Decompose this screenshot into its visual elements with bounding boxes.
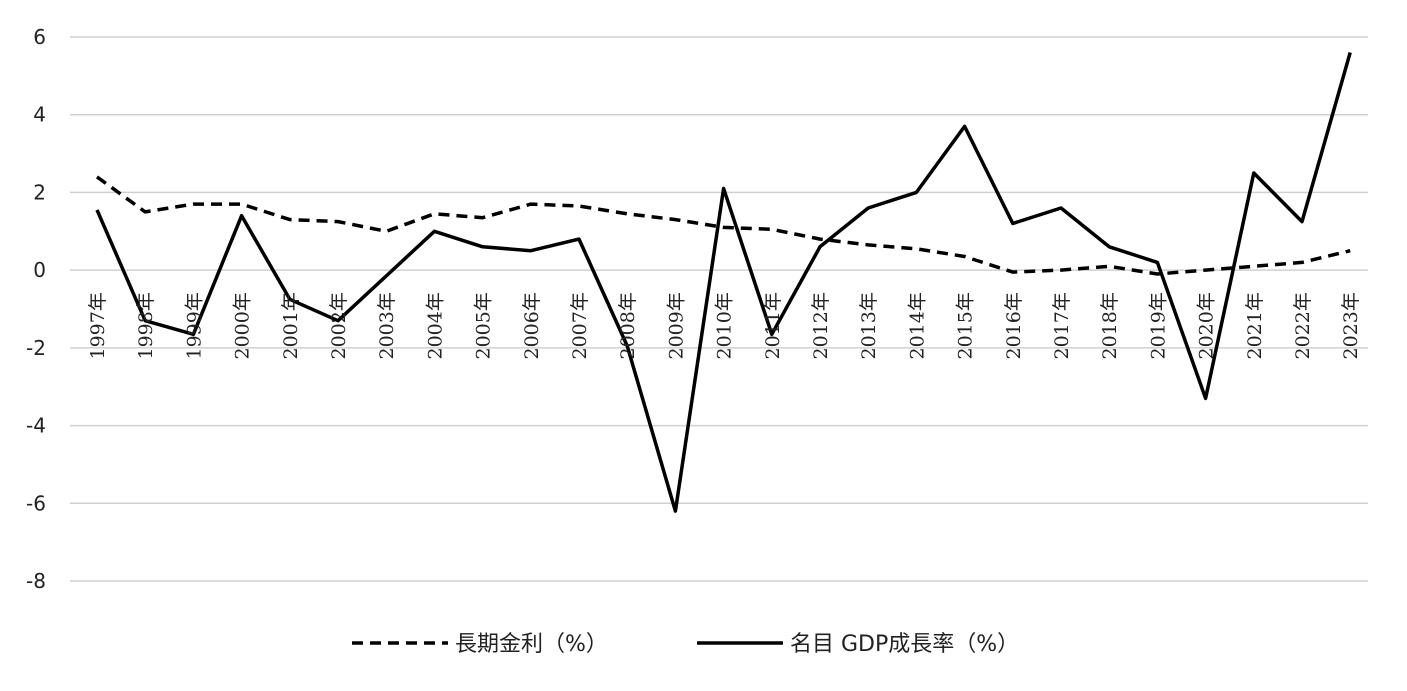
y-tick-label: 0 <box>33 258 46 282</box>
x-tick-label: 2008年 <box>617 292 639 359</box>
x-tick-label: 2019年 <box>1147 292 1169 359</box>
y-tick-label: -2 <box>26 336 46 360</box>
x-tick-label: 2013年 <box>858 292 880 359</box>
x-tick-label: 2017年 <box>1051 292 1073 359</box>
series-line-gdp <box>95 52 1352 513</box>
legend-label-interest: 長期金利（%） <box>455 632 608 657</box>
x-tick-label: 2001年 <box>280 292 302 359</box>
x-tick-label: 2005年 <box>473 292 495 359</box>
x-tick-label: 2000年 <box>232 292 254 359</box>
x-tick-label: 2012年 <box>810 292 832 359</box>
x-tick-label: 2023年 <box>1340 292 1362 359</box>
y-tick-label: -4 <box>26 414 46 438</box>
x-tick-label: 2020年 <box>1196 292 1218 359</box>
y-axis-ticks: 6 4 2 0 -2 -4 -6 -8 <box>26 25 46 593</box>
grid-lines <box>70 36 1368 582</box>
x-tick-label: 2010年 <box>714 292 736 359</box>
x-tick-label: 2004年 <box>424 292 446 359</box>
y-tick-label: -6 <box>26 491 46 515</box>
legend-label-gdp: 名目 GDP成長率（%） <box>790 632 1019 657</box>
x-tick-label: 2015年 <box>955 292 977 359</box>
x-tick-label: 2002年 <box>328 292 350 359</box>
x-tick-label: 1999年 <box>183 292 205 359</box>
series-lines <box>95 52 1352 513</box>
x-tick-label: 2006年 <box>521 292 543 359</box>
x-tick-label: 2011年 <box>762 292 784 359</box>
x-axis-ticks: 1997年 1998年 1999年 2000年 2001年 2002年 2003年 2004年… <box>87 292 1362 359</box>
x-tick-label: 2014年 <box>906 292 928 359</box>
x-tick-label: 2021年 <box>1244 292 1266 359</box>
y-tick-label: -8 <box>26 569 46 593</box>
y-tick-label: 2 <box>33 180 46 204</box>
y-tick-label: 6 <box>33 25 46 49</box>
x-tick-label: 2003年 <box>376 292 398 359</box>
legend: 長期金利（%） 名目 GDP成長率（%） <box>352 632 1019 657</box>
x-tick-label: 2022年 <box>1292 292 1314 359</box>
y-tick-label: 4 <box>33 103 46 127</box>
x-tick-label: 1998年 <box>135 292 157 359</box>
x-tick-label: 1997年 <box>87 292 109 359</box>
x-tick-label: 2007年 <box>569 292 591 359</box>
x-tick-label: 2009年 <box>665 292 687 359</box>
x-tick-label: 2018年 <box>1099 292 1121 359</box>
x-tick-label: 2016年 <box>1003 292 1025 359</box>
